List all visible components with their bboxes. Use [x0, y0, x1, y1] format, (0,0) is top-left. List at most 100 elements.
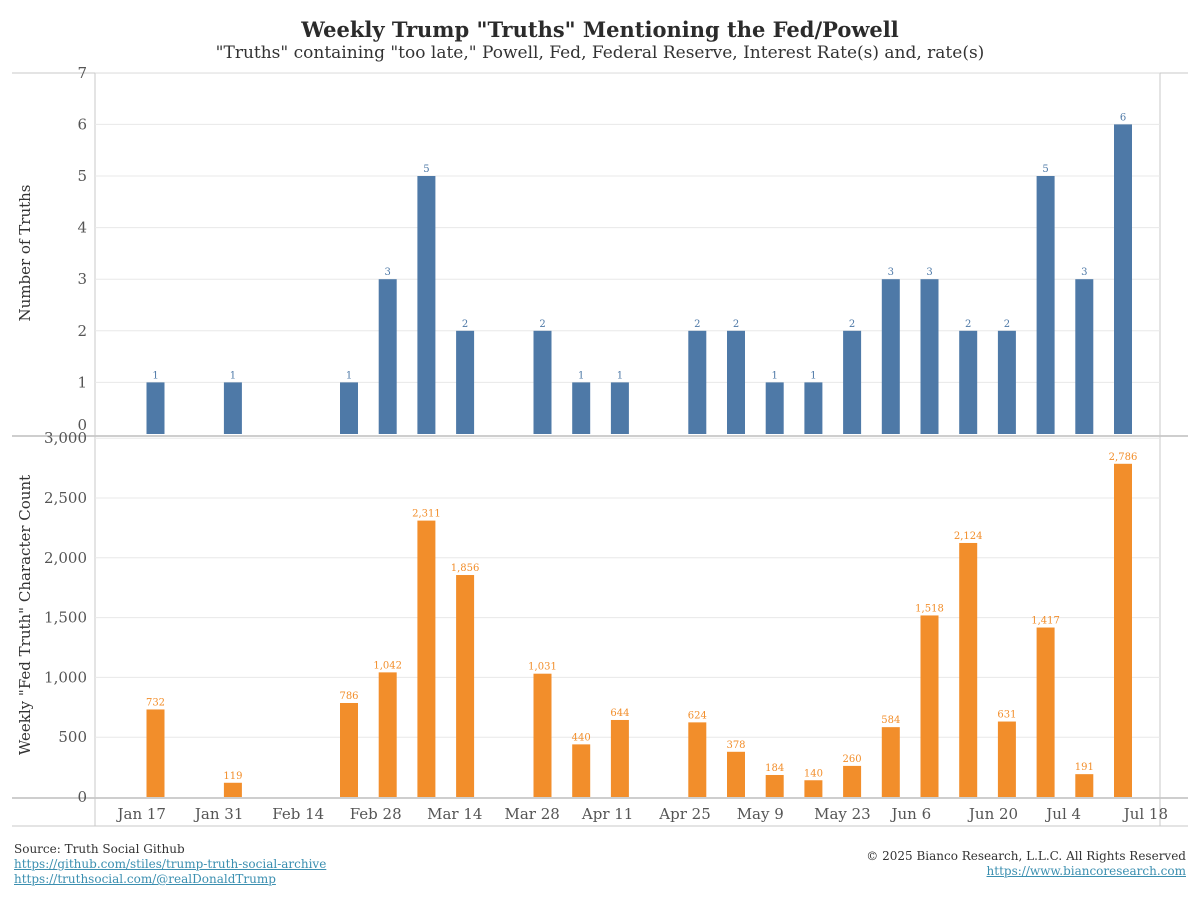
bar: [340, 382, 358, 434]
x-tick-label: Jul 18: [1122, 805, 1168, 823]
y-tick-label: 3,000: [44, 429, 87, 447]
data-label: 1,042: [373, 660, 402, 671]
footer-source: Source: Truth Social Github https://gith…: [14, 842, 326, 887]
data-label: 119: [223, 771, 242, 782]
data-label: 1,031: [528, 662, 557, 673]
data-label: 2: [462, 319, 468, 330]
bar: [456, 575, 475, 797]
bar: [378, 279, 397, 434]
bar: [533, 330, 552, 434]
bar: [223, 382, 242, 434]
data-label: 644: [610, 708, 629, 719]
data-label: 191: [1075, 762, 1094, 773]
bar: [688, 330, 707, 434]
chart-title: Weekly Trump "Truths" Mentioning the Fed…: [301, 17, 899, 42]
data-label: 1,518: [915, 603, 944, 614]
data-label: 2: [694, 319, 700, 330]
data-label: 3: [888, 267, 894, 278]
data-label: 440: [572, 732, 591, 743]
x-tick-label: Jan 31: [193, 805, 243, 823]
y-axis-title: Number of Truths: [16, 185, 34, 322]
data-label: 1: [346, 370, 352, 381]
bar: [610, 719, 629, 797]
bar: [417, 520, 436, 797]
bar: [920, 615, 939, 797]
bianco-website-link[interactable]: https://www.biancoresearch.com: [986, 864, 1186, 878]
x-tick-label: Jan 17: [116, 805, 166, 823]
data-label: 1,417: [1031, 616, 1060, 627]
y-tick-label: 0: [77, 416, 87, 434]
data-label: 140: [804, 768, 823, 779]
x-tick-label: Mar 28: [505, 805, 560, 823]
data-label: 631: [997, 710, 1016, 721]
bar: [1036, 627, 1055, 797]
x-tick-label: May 23: [814, 805, 871, 823]
y-tick-label: 1: [77, 373, 87, 391]
data-label: 378: [726, 740, 745, 751]
bar: [765, 774, 784, 797]
x-tick-label: Feb 28: [350, 805, 402, 823]
bar: [843, 765, 862, 797]
data-label: 1: [578, 370, 584, 381]
bar: [959, 542, 978, 797]
y-tick-label: 2,500: [44, 489, 87, 507]
data-label: 1: [152, 370, 158, 381]
y-tick-label: 1,000: [44, 668, 87, 686]
footer-copyright: © 2025 Bianco Research, L.L.C. All Right…: [866, 849, 1186, 879]
bar: [456, 330, 475, 434]
data-label: 732: [146, 697, 165, 708]
x-tick-label: Feb 14: [272, 805, 324, 823]
y-tick-label: 6: [77, 115, 87, 133]
x-tick-label: Mar 14: [427, 805, 482, 823]
bar: [572, 744, 591, 797]
data-label: 3: [1081, 267, 1087, 278]
bar: [881, 727, 900, 797]
y-tick-label: 1,500: [44, 609, 87, 627]
bar: [340, 702, 358, 797]
data-label: 3: [926, 267, 932, 278]
x-tick-label: May 9: [737, 805, 784, 823]
y-tick-label: 4: [77, 219, 87, 237]
bar: [688, 722, 707, 797]
data-label: 1,856: [451, 563, 480, 574]
github-archive-link[interactable]: https://github.com/stiles/trump-truth-so…: [14, 857, 327, 871]
truthsocial-profile-link[interactable]: https://truthsocial.com/@realDonaldTrump: [14, 872, 276, 886]
y-tick-label: 0: [77, 788, 87, 806]
data-label: 6: [1120, 112, 1126, 123]
y-tick-label: 5: [77, 167, 87, 185]
data-label: 2: [965, 319, 971, 330]
data-label: 2,786: [1109, 452, 1138, 463]
data-label: 2: [1004, 319, 1010, 330]
data-label: 2: [733, 319, 739, 330]
bar: [727, 330, 745, 434]
data-label: 2,311: [412, 509, 441, 520]
bar: [417, 176, 436, 434]
data-label: 2: [539, 319, 545, 330]
x-tick-label: Jun 6: [890, 805, 932, 823]
data-label: 1: [617, 370, 623, 381]
bar: [765, 382, 784, 434]
bar: [920, 279, 939, 434]
bar: [1036, 176, 1055, 434]
data-label: 1: [810, 370, 816, 381]
y-tick-label: 500: [58, 728, 87, 746]
bar: [804, 382, 823, 434]
y-tick-label: 2,000: [44, 549, 87, 567]
x-tick-label: Apr 11: [581, 805, 633, 823]
bar: [997, 330, 1016, 434]
data-label: 5: [423, 164, 429, 175]
bar: [727, 751, 745, 797]
data-label: 3: [385, 267, 391, 278]
data-label: 624: [688, 710, 707, 721]
data-label: 260: [843, 754, 862, 765]
data-label: 1: [230, 370, 236, 381]
y-tick-label: 7: [77, 64, 87, 82]
bar: [997, 721, 1016, 797]
bar: [843, 330, 862, 434]
chart-subtitle: "Truths" containing "too late," Powell, …: [215, 43, 985, 63]
source-text: Source: Truth Social Github: [14, 842, 185, 856]
x-tick-label: Jul 4: [1044, 805, 1081, 823]
data-label: 5: [1042, 164, 1048, 175]
copyright-text: © 2025 Bianco Research, L.L.C. All Right…: [866, 849, 1186, 863]
